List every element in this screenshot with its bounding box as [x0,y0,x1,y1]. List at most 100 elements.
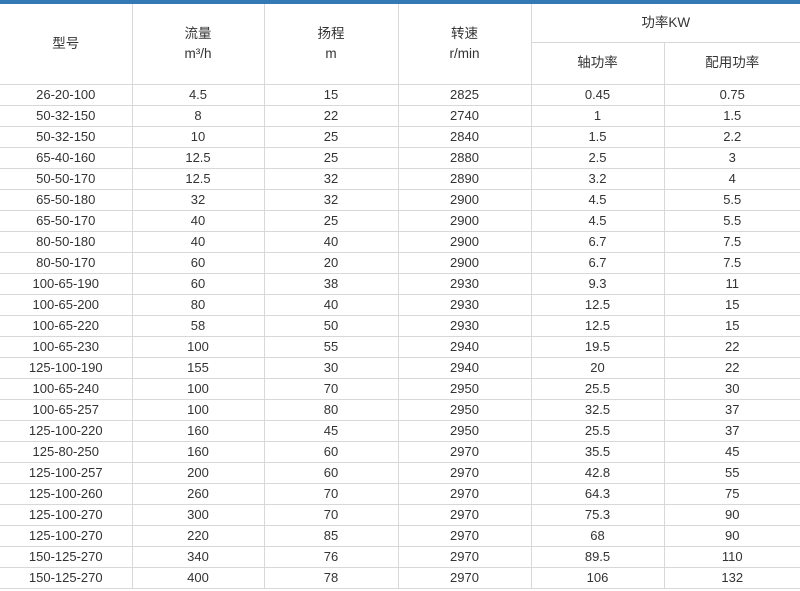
cell-shaft-power: 25.5 [530,377,665,400]
cell-flow: 8 [131,104,265,127]
cell-head: 30 [263,356,399,379]
table-header: 型号 流量 m³/h 扬程 m 转速 r/min 功率KW [0,4,800,85]
table-row: 125-100-260 260 70 2970 64.3 75 [0,482,800,505]
cell-model: 65-50-170 [0,209,133,232]
cell-head: 45 [263,419,399,442]
cell-head: 70 [263,377,399,400]
cell-shaft-power: 9.3 [530,272,665,295]
cell-rated-power: 132 [663,566,800,589]
pump-spec-table: 型号 流量 m³/h 扬程 m 转速 r/min 功率KW [0,4,800,589]
cell-model: 125-100-270 [0,524,133,547]
cell-speed: 2940 [397,356,532,379]
cell-shaft-power: 6.7 [530,230,665,253]
table-row: 150-125-270 400 78 2970 106 132 [0,566,800,589]
cell-rated-power: 110 [663,545,800,568]
cell-flow: 60 [131,272,265,295]
cell-rated-power: 45 [663,440,800,463]
cell-model: 150-125-270 [0,566,133,589]
cell-model: 65-40-160 [0,146,133,169]
cell-flow: 4.5 [131,83,265,106]
col-header-shaft-power-label: 轴功率 [577,55,618,71]
table-row: 100-65-240 100 70 2950 25.5 30 [0,377,800,400]
cell-flow: 12.5 [131,167,265,190]
cell-speed: 2970 [397,482,532,505]
col-header-head-label: 扬程 [317,26,345,42]
cell-model: 125-100-190 [0,356,133,379]
cell-rated-power: 7.5 [663,251,800,274]
cell-rated-power: 37 [663,398,800,421]
cell-model: 150-125-270 [0,545,133,568]
cell-flow: 100 [131,398,265,421]
table-row: 50-50-170 12.5 32 2890 3.2 4 [0,167,800,190]
cell-flow: 160 [131,419,265,442]
cell-speed: 2880 [397,146,532,169]
cell-head: 85 [263,524,399,547]
table-row: 50-32-150 10 25 2840 1.5 2.2 [0,125,800,148]
cell-rated-power: 15 [663,293,800,316]
cell-rated-power: 90 [663,524,800,547]
cell-speed: 2930 [397,293,532,316]
cell-model: 125-100-220 [0,419,133,442]
table-row: 150-125-270 340 76 2970 89.5 110 [0,545,800,568]
cell-rated-power: 15 [663,314,800,337]
cell-rated-power: 4 [663,167,800,190]
cell-flow: 40 [131,230,265,253]
col-header-model-label: 型号 [52,35,80,51]
cell-shaft-power: 12.5 [530,314,665,337]
cell-rated-power: 22 [663,335,800,358]
cell-head: 76 [263,545,399,568]
table-row: 80-50-180 40 40 2900 6.7 7.5 [0,230,800,253]
col-header-speed-unit: r/min [449,45,480,61]
cell-speed: 2970 [397,524,532,547]
cell-flow: 80 [131,293,265,316]
table-body: 26-20-100 4.5 15 2825 0.45 0.75 50-32-150 8 22 27… [0,83,800,589]
cell-flow: 12.5 [131,146,265,169]
cell-head: 60 [263,440,399,463]
cell-speed: 2970 [397,503,532,526]
cell-flow: 300 [131,503,265,526]
cell-rated-power: 22 [663,356,800,379]
col-header-power-group-label: 功率KW [641,14,691,30]
col-header-shaft-power: 轴功率 [531,41,665,85]
table-row: 26-20-100 4.5 15 2825 0.45 0.75 [0,83,800,106]
cell-rated-power: 3 [663,146,800,169]
col-header-head-unit: m [325,45,337,61]
cell-speed: 2970 [397,545,532,568]
table-row: 65-40-160 12.5 25 2880 2.5 3 [0,146,800,169]
cell-shaft-power: 1.5 [530,125,665,148]
cell-model: 26-20-100 [0,83,133,106]
cell-speed: 2890 [397,167,532,190]
col-header-power-group: 功率KW [530,4,800,43]
cell-rated-power: 2.2 [663,125,800,148]
cell-head: 60 [263,461,399,484]
cell-rated-power: 37 [663,419,800,442]
cell-flow: 400 [131,566,265,589]
cell-shaft-power: 4.5 [530,209,665,232]
cell-speed: 2900 [397,188,532,211]
cell-speed: 2900 [397,230,532,253]
cell-flow: 58 [131,314,265,337]
cell-head: 78 [263,566,399,589]
cell-shaft-power: 68 [530,524,665,547]
cell-head: 55 [263,335,399,358]
cell-flow: 40 [131,209,265,232]
cell-shaft-power: 32.5 [530,398,665,421]
table-row: 125-100-190 155 30 2940 20 22 [0,356,800,379]
table-row: 65-50-180 32 32 2900 4.5 5.5 [0,188,800,211]
cell-head: 25 [263,125,399,148]
cell-speed: 2900 [397,209,532,232]
col-header-flow-unit: m³/h [184,45,212,61]
cell-rated-power: 90 [663,503,800,526]
table-row: 125-100-257 200 60 2970 42.8 55 [0,461,800,484]
cell-model: 100-65-220 [0,314,133,337]
cell-flow: 220 [131,524,265,547]
cell-flow: 100 [131,377,265,400]
table-row: 65-50-170 40 25 2900 4.5 5.5 [0,209,800,232]
cell-shaft-power: 25.5 [530,419,665,442]
col-header-head: 扬程 m [263,4,399,85]
cell-model: 80-50-180 [0,230,133,253]
cell-flow: 155 [131,356,265,379]
cell-speed: 2950 [397,377,532,400]
cell-flow: 10 [131,125,265,148]
